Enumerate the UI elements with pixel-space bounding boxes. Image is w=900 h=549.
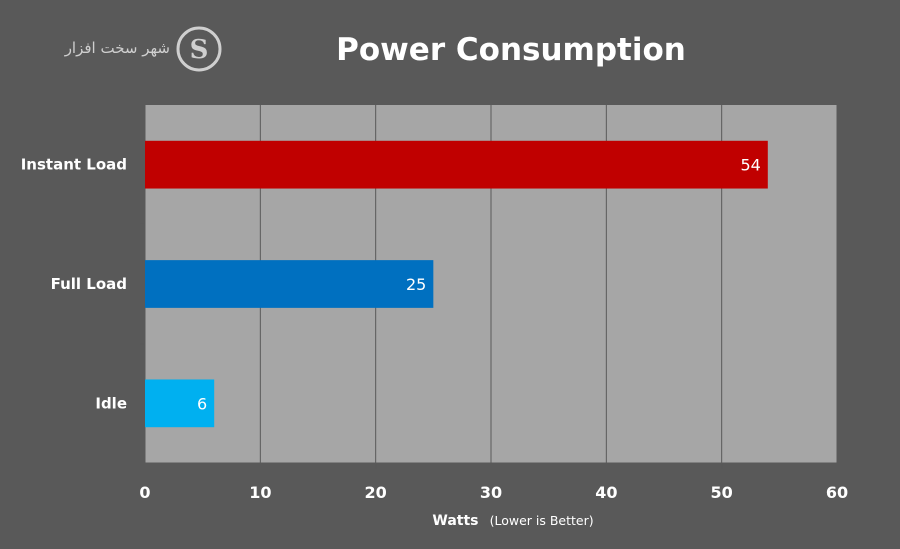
logo-circle-icon xyxy=(176,26,222,72)
x-axis-label-group: Watts (Lower is Better) xyxy=(432,510,593,529)
x-axis-note: (Lower is Better) xyxy=(490,513,594,528)
x-tick-label: 50 xyxy=(711,483,733,502)
category-label: Full Load xyxy=(51,275,127,293)
x-tick-label: 0 xyxy=(139,483,150,502)
x-tick-label: 20 xyxy=(365,483,387,502)
bar-idle xyxy=(145,379,215,428)
x-tick-label: 30 xyxy=(480,483,502,502)
x-axis-label: Watts xyxy=(432,513,478,529)
category-labels: Instant Load Full Load Idle xyxy=(21,156,127,413)
logo-letter: S xyxy=(190,35,209,65)
x-tick-label: 40 xyxy=(595,483,617,502)
category-label: Instant Load xyxy=(21,156,127,174)
data-label: 6 xyxy=(197,394,207,413)
category-label: Idle xyxy=(95,394,127,412)
x-tick-labels: 0 10 20 30 40 50 60 xyxy=(139,483,848,502)
bar-full-load xyxy=(145,260,434,308)
bars: 54 25 6 xyxy=(145,140,768,428)
logo-text: شهر سخت افزار xyxy=(64,39,170,57)
data-label: 25 xyxy=(406,275,426,294)
x-tick-label: 60 xyxy=(826,483,848,502)
x-tick-label: 10 xyxy=(249,483,271,502)
data-label: 54 xyxy=(740,156,760,175)
chart-title: Power Consumption xyxy=(336,32,686,68)
bar-instant-load xyxy=(145,140,768,189)
logo: شهر سخت افزار S xyxy=(64,26,222,72)
